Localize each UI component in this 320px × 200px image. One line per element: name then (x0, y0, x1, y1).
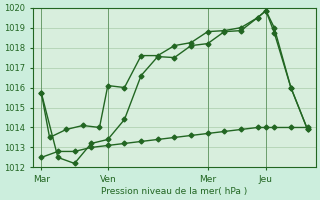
X-axis label: Pression niveau de la mer( hPa ): Pression niveau de la mer( hPa ) (101, 187, 247, 196)
